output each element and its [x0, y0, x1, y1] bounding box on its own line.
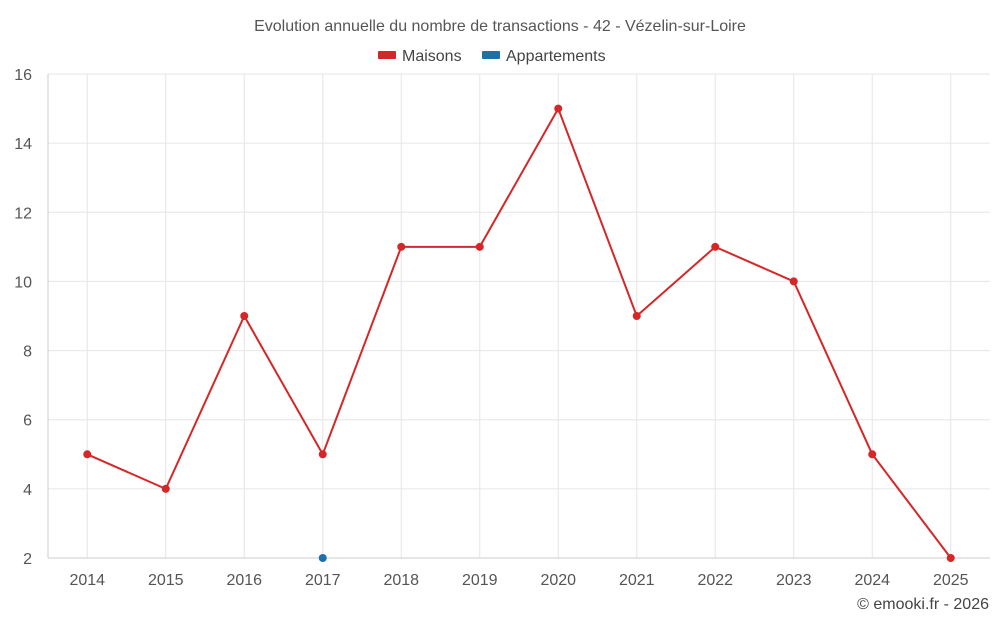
- x-tick-label: 2025: [933, 572, 969, 589]
- data-point-maisons[interactable]: [318, 450, 327, 459]
- data-point-maisons[interactable]: [161, 484, 170, 493]
- legend-item-maisons[interactable]: Maisons: [378, 48, 462, 65]
- data-point-maisons[interactable]: [83, 450, 92, 459]
- legend: Maisons Appartements: [378, 48, 606, 65]
- axes: 2 4 6 8 10 12 14 16 2014 2015 2016 2017 2018 2019 2020…: [14, 67, 990, 589]
- data-point-maisons[interactable]: [789, 277, 798, 286]
- y-tick-label: 8: [23, 344, 32, 361]
- x-tick-label: 2023: [776, 572, 812, 589]
- x-tick-label: 2019: [462, 572, 498, 589]
- y-tick-label: 16: [14, 67, 32, 84]
- data-point-maisons[interactable]: [240, 312, 249, 320]
- series-line-maisons: [86, 107, 952, 559]
- data-point-maisons[interactable]: [711, 242, 720, 251]
- legend-label-maisons: Maisons: [402, 48, 462, 65]
- data-point-maisons[interactable]: [397, 242, 406, 251]
- legend-swatch-appartements: [482, 51, 500, 59]
- data-point-maisons[interactable]: [554, 104, 563, 113]
- y-tick-label: 4: [23, 482, 32, 499]
- credit-text: © emooki.fr - 2026: [857, 596, 989, 613]
- x-tick-label: 2024: [854, 572, 890, 589]
- y-tick-label: 14: [14, 136, 32, 153]
- data-point-maisons[interactable]: [475, 242, 484, 251]
- x-tick-label: 2018: [383, 572, 419, 589]
- grid: [48, 73, 990, 558]
- y-tick-label: 2: [23, 551, 32, 568]
- series: [83, 104, 955, 562]
- legend-label-appartements: Appartements: [506, 48, 606, 65]
- x-tick-label: 2014: [69, 572, 105, 589]
- data-point-appartements[interactable]: [318, 554, 327, 562]
- data-point-maisons[interactable]: [868, 450, 877, 459]
- chart-title: Evolution annuelle du nombre de transact…: [254, 18, 746, 35]
- y-tick-label: 12: [14, 205, 32, 222]
- legend-swatch-maisons: [378, 51, 396, 59]
- x-tick-label: 2020: [540, 572, 576, 589]
- data-point-maisons[interactable]: [946, 554, 955, 562]
- x-tick-label: 2022: [697, 572, 733, 589]
- y-tick-label: 10: [14, 274, 32, 291]
- x-tick-label: 2016: [226, 572, 262, 589]
- y-tick-label: 6: [23, 413, 32, 430]
- legend-item-appartements[interactable]: Appartements: [482, 48, 606, 65]
- x-tick-label: 2017: [305, 572, 341, 589]
- x-tick-label: 2021: [619, 572, 655, 589]
- x-tick-label: 2015: [148, 572, 184, 589]
- data-point-maisons[interactable]: [632, 312, 641, 320]
